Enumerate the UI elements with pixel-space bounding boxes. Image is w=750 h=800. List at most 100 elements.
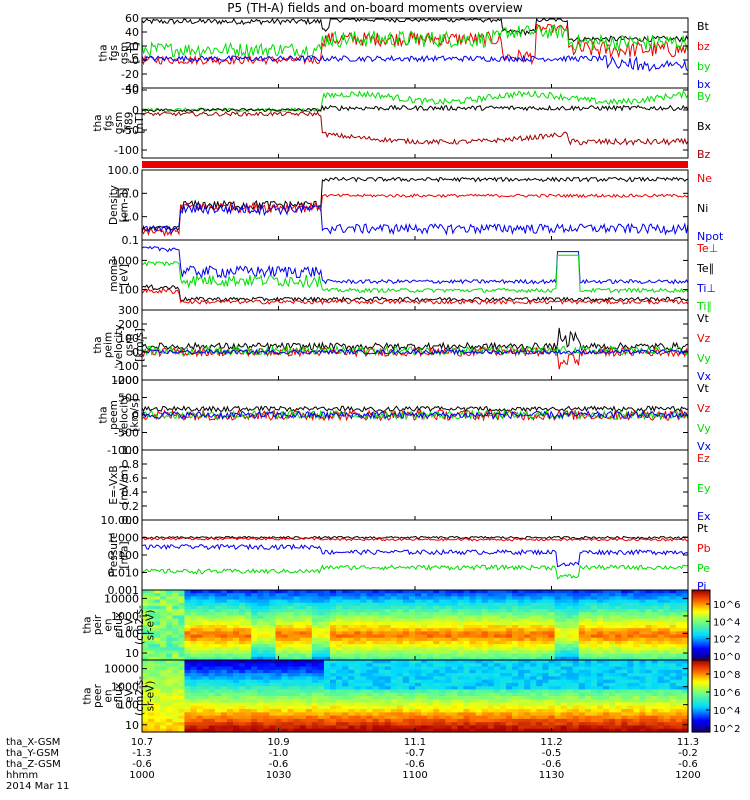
spectrogram-cell xyxy=(499,669,507,674)
spectrogram-cell xyxy=(360,663,368,668)
spectrogram-cell xyxy=(154,650,161,655)
spectrogram-cell xyxy=(390,602,398,607)
spectrogram-cell xyxy=(214,644,222,648)
spectrogram-cell xyxy=(184,650,192,655)
spectrogram-cell xyxy=(493,650,501,655)
spectrogram-cell xyxy=(506,692,513,697)
spectrogram-cell xyxy=(372,599,380,604)
spectrogram-cell xyxy=(469,647,477,652)
spectrogram-cell xyxy=(597,653,604,658)
spectrogram-cell xyxy=(487,705,495,710)
spectrogram-cell xyxy=(645,679,653,684)
spectrogram-cell xyxy=(348,609,355,613)
legend-entry: Ex xyxy=(697,510,711,523)
spectrogram-cell xyxy=(239,673,246,677)
spectrogram-cell xyxy=(330,612,337,617)
series-ne-line xyxy=(141,193,689,237)
spectrogram-cell xyxy=(578,709,586,713)
spectrogram-cell xyxy=(597,728,604,733)
spectrogram-cell xyxy=(324,728,331,733)
spectrogram-cell xyxy=(299,605,307,610)
spectrogram-cell xyxy=(317,682,325,687)
spectrogram-cell xyxy=(421,605,428,610)
spectrogram-cell xyxy=(657,663,665,668)
spectrogram-cell xyxy=(142,715,149,720)
spectrogram-cell xyxy=(645,593,653,597)
spectrogram-cell xyxy=(305,686,313,691)
spectrogram-cell xyxy=(281,609,289,613)
spectrogram-cell xyxy=(439,599,446,604)
legend-entry: Ez xyxy=(697,452,710,465)
spectrogram-cell xyxy=(651,625,659,629)
spectrogram-cell xyxy=(275,686,283,691)
spectrogram-cell xyxy=(481,650,489,655)
spectrogram-cell xyxy=(305,712,313,717)
spectrogram-cell xyxy=(360,590,368,594)
spectrogram-cell xyxy=(324,631,331,636)
spectrogram-cell xyxy=(233,609,240,613)
spectrogram-cell xyxy=(518,599,525,604)
spectrogram-cell xyxy=(512,644,519,648)
spectrogram-cell xyxy=(530,605,537,610)
spectrogram-cell xyxy=(609,621,616,626)
spectrogram-cell xyxy=(548,650,556,655)
legend-entry: Bx xyxy=(697,120,712,133)
spectrogram-cell xyxy=(572,653,580,658)
spectrogram-cell xyxy=(578,644,586,648)
spectrogram-cell xyxy=(287,653,295,658)
spectrogram-cell xyxy=(372,647,380,652)
spectrogram-cell xyxy=(287,618,295,623)
spectrogram-cell xyxy=(372,631,380,636)
spectrogram-cell xyxy=(324,722,331,727)
spectrogram-cell xyxy=(281,640,289,645)
spectrogram-cell xyxy=(657,602,665,607)
spectrogram-cell xyxy=(457,715,465,720)
spectrogram-cell xyxy=(366,692,374,697)
spectrogram-cell xyxy=(433,590,440,594)
spectrogram-cell xyxy=(663,692,671,697)
spectrogram-cell xyxy=(603,618,610,623)
spectrogram-cell xyxy=(233,647,240,652)
spectrogram-cell xyxy=(603,625,610,629)
spectrogram-cell xyxy=(524,722,531,727)
spectrogram-cell xyxy=(142,625,149,629)
colorbar-cell xyxy=(692,690,710,693)
series-pt xyxy=(141,535,689,540)
spectrogram-cell xyxy=(439,615,446,620)
spectrogram-cell xyxy=(324,702,331,707)
spectrogram-cell xyxy=(675,615,683,620)
spectrogram-cell xyxy=(427,590,434,594)
spectrogram-cell xyxy=(299,696,307,700)
spectrogram-cell xyxy=(360,709,368,713)
spectrogram-cell xyxy=(275,673,283,677)
spectrogram-cell xyxy=(457,637,465,642)
spectrogram-cell xyxy=(317,615,325,620)
spectrogram-cell xyxy=(154,647,161,652)
spectrogram-cell xyxy=(506,725,513,730)
spectrogram-cell xyxy=(457,640,465,645)
spectrogram-cell xyxy=(342,599,349,604)
colorbar-cell xyxy=(692,612,710,616)
spectrogram-cell xyxy=(639,634,647,639)
spectrogram-cell xyxy=(584,712,592,717)
spectrogram-cell xyxy=(354,725,361,730)
spectrogram-cell xyxy=(184,722,192,727)
spectrogram-cell xyxy=(681,615,689,620)
spectrogram-cell xyxy=(366,656,374,661)
spectrogram-cell xyxy=(554,631,562,636)
spectrogram-cell xyxy=(396,609,404,613)
spectrogram-cell xyxy=(172,712,179,717)
spectrogram-cell xyxy=(572,682,580,687)
spectrogram-cell xyxy=(263,637,270,642)
y-axis-label: [eV] xyxy=(118,264,130,286)
spectrogram-cell xyxy=(208,725,216,730)
spectrogram-cell xyxy=(269,712,277,717)
spectrogram-cell xyxy=(402,682,410,687)
spectrogram-cell xyxy=(257,663,264,668)
spectrogram-cell xyxy=(530,609,537,613)
spectrogram-cell xyxy=(560,602,568,607)
spectrogram-cell xyxy=(190,621,198,626)
spectrogram-cell xyxy=(560,718,568,723)
spectrogram-cell xyxy=(603,715,610,720)
spectrogram-cell xyxy=(142,725,149,730)
